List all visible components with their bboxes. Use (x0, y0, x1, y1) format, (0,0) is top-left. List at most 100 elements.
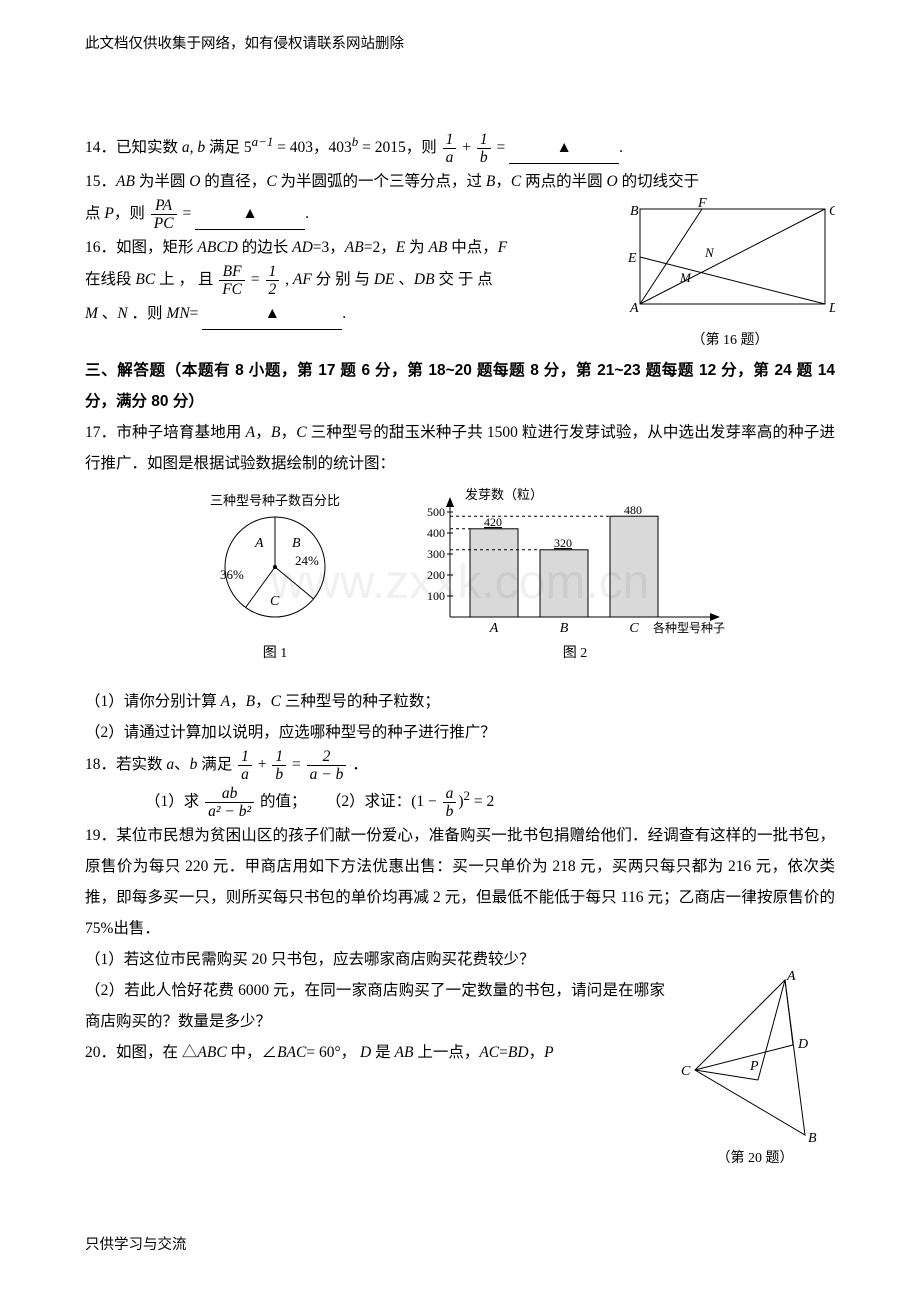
q17-a: A (221, 693, 230, 710)
q16-de: DE (374, 271, 395, 288)
q18-eq2: = 2 (470, 793, 494, 810)
frac-den: a (238, 766, 252, 783)
q15-t: ，则 (114, 205, 149, 222)
q18-s1-frac: aba² − b² (205, 785, 254, 820)
xcat: A (489, 621, 499, 636)
frac-num: 1 (266, 263, 280, 281)
q14-plus: + (462, 139, 475, 156)
q16-t: , (285, 271, 293, 288)
q18-f3: 2a − b (307, 748, 347, 783)
q15-t: 的直径， (200, 173, 266, 190)
frac-num: a (443, 785, 457, 803)
frac-num: 1 (238, 748, 252, 766)
q16-db: DB (414, 271, 435, 288)
bar-caption: 图 2 (563, 646, 588, 661)
bar-B (540, 550, 588, 617)
q20-t: 是 (371, 1044, 394, 1061)
question-14: 14．已知实数 a, b 满足 5a−1 = 403，403b = 2015，则… (85, 129, 835, 166)
q14-vars: a, b (182, 139, 205, 156)
pie-B-pct: 24% (295, 553, 319, 568)
q20-comma: ， (529, 1044, 545, 1061)
q16-f: F (498, 239, 507, 256)
q14-eq1-rhs: = 403 (273, 139, 313, 156)
frac-den: PC (151, 215, 177, 232)
q16-mn: MN (166, 305, 189, 322)
question-15: 15．AB 为半圆 O 的直径，C 为半圆弧的一个三等分点，过 B，C 两点的半… (85, 166, 835, 197)
bar-ytitle: 发芽数（粒） (465, 487, 543, 502)
q20-t: 中，∠ (227, 1044, 277, 1061)
q14-then: ，则 (406, 139, 441, 156)
ytick: 100 (427, 589, 445, 603)
q16-af: AF (293, 271, 312, 288)
frac-den: a² − b² (205, 803, 254, 820)
yticks: 100 200 300 400 500 (427, 505, 445, 603)
frac-den: b (443, 803, 457, 820)
pie-title: 三种型号种子数百分比 (210, 493, 340, 508)
q16-m: M (85, 305, 98, 322)
lbl-D: D (828, 301, 835, 316)
figure-16-svg: A B C D E F M N (625, 197, 835, 327)
q15-t: 点 (85, 205, 104, 222)
frac-den: b (477, 149, 491, 166)
q16-abcd: ABCD (197, 239, 237, 256)
q18-one: (1 − (411, 793, 440, 810)
lbl-N: N (704, 245, 715, 260)
q17-c: ， (230, 693, 246, 710)
frac-den: a (443, 149, 457, 166)
stat-charts-svg: 三种型号种子数百分比 A B C 36% 24% 图 1 发芽数（粒） (180, 487, 740, 667)
q15-period: . (305, 205, 309, 222)
q14-eq2-base: 403 (329, 139, 352, 156)
q15-t: ， (495, 173, 511, 190)
q17-charts: www.zxxk.com.cn 三种型号种子数百分比 A B C 36% 24%… (85, 487, 835, 678)
bar-C (610, 516, 658, 617)
pie-lbl-B: B (292, 536, 301, 551)
bar-val-B: 320 (554, 536, 572, 550)
q15-t: 两点的半圆 (521, 173, 606, 190)
arrow-up-icon (446, 497, 454, 507)
answer-blank: ▲ (195, 198, 305, 230)
lbl-P: P (749, 1059, 759, 1074)
q16-t: 16．如图，矩形 (85, 239, 197, 256)
q16-period: . (342, 305, 346, 322)
q14-text: 14．已知实数 (85, 139, 182, 156)
q15-t: 为半圆 (135, 173, 189, 190)
q16-t: 的边长 (238, 239, 292, 256)
q15-o2: O (607, 173, 618, 190)
q16-ab: AB (345, 239, 364, 256)
q17-c: ， (255, 693, 271, 710)
q14-eq: = (497, 139, 510, 156)
q15-p: P (104, 205, 113, 222)
q16-bc: BC (135, 271, 155, 288)
figure-20-caption: （第 20 题） (675, 1145, 835, 1173)
question-17: 17．市种子培育基地用 A，B，C 三种型号的甜玉米种子共 1500 粒进行发芽… (85, 417, 835, 479)
figure-20-svg: A B C D P (675, 970, 835, 1145)
q16-t: 中点， (447, 239, 497, 256)
q18-f1: 1a (238, 748, 252, 783)
q18-t: 18．若实数 (85, 756, 166, 773)
xcat: B (560, 621, 569, 636)
q16-t: 为 (405, 239, 428, 256)
q16-t: =3， (313, 239, 345, 256)
arrow-right-icon (710, 613, 720, 621)
ytick: 400 (427, 526, 445, 540)
q16-n: N (117, 305, 127, 322)
q16-ad: AD (292, 239, 313, 256)
ytick: 300 (427, 547, 445, 561)
q14-text2: 满足 (205, 139, 244, 156)
q18-period: ． (352, 756, 368, 773)
frac-num: ab (205, 785, 254, 803)
frac-den: 2 (266, 281, 280, 298)
q16-t: =2， (364, 239, 396, 256)
q15-c2: C (511, 173, 521, 190)
q20-ac: AC (479, 1044, 499, 1061)
lbl-E: E (627, 251, 637, 266)
frac-num: 1 (477, 131, 491, 149)
bar-xtitle: 各种型号种子 (653, 620, 725, 635)
doc-header: 此文档仅供收集于网络，如有侵权请联系网站删除 (85, 30, 835, 59)
q17-t: 17．市种子培育基地用 (85, 424, 246, 441)
xcats: A B C (489, 621, 640, 636)
q17-c: ， (280, 424, 296, 441)
lbl-A: A (786, 970, 796, 984)
ytick: 500 (427, 505, 445, 519)
q18-s2a: （2）求证： (326, 793, 411, 810)
